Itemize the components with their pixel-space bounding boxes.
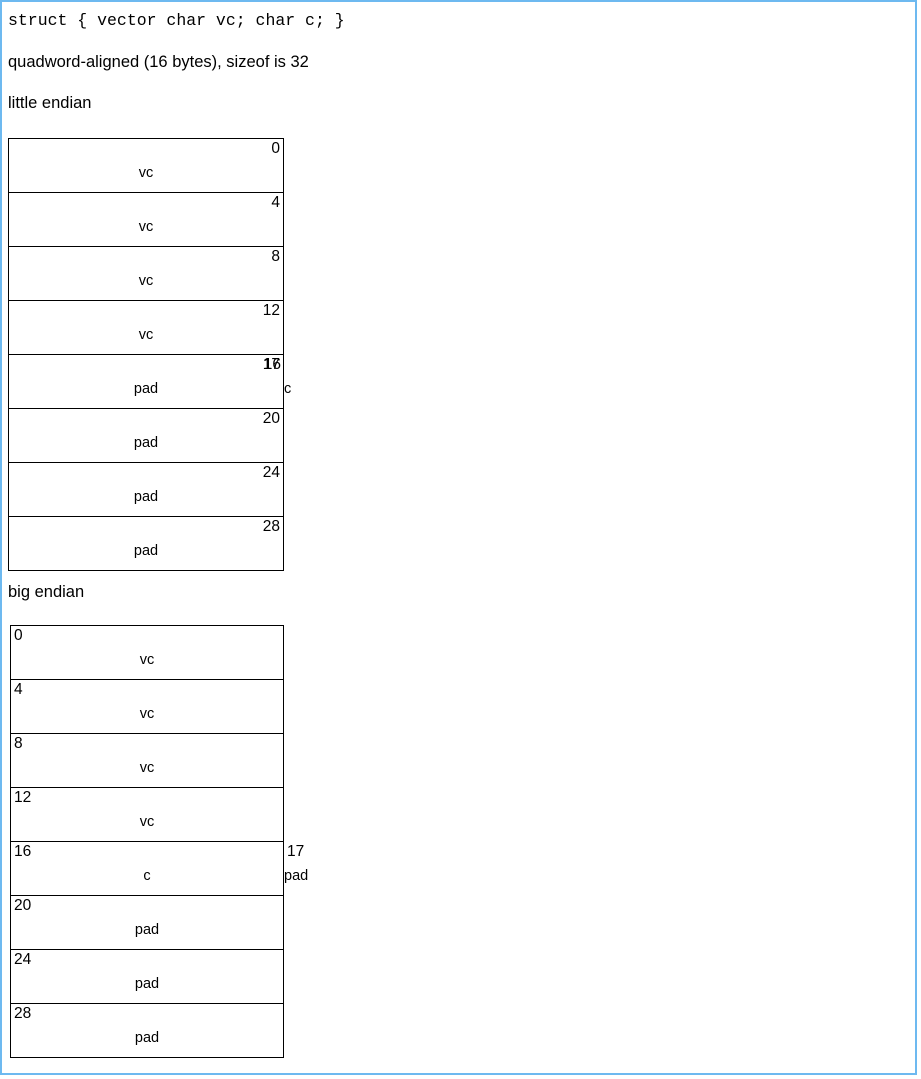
field-name-label: pad	[133, 489, 159, 505]
big_endian-cell-pad: 28 pad	[10, 1003, 284, 1058]
little_endian-cell-vc: 8 vc	[8, 246, 284, 301]
little-endian-label: little endian	[8, 94, 92, 112]
field-name-label: pad	[134, 1030, 160, 1046]
big-endian-table-body: 0 vc 4 vc 8 vc 12 vc 16 c 17 pad 20 pad 24 pad 28 pad	[10, 625, 308, 1058]
alignment-note: quadword-aligned (16 bytes), sizeof is 3…	[8, 53, 309, 71]
big_endian-row: 8 vc	[10, 733, 284, 788]
big_endian-cell-vc: 0 vc	[10, 625, 284, 680]
byte-offset-label: 0	[14, 627, 23, 644]
byte-offset-label: 17	[287, 843, 305, 860]
little_endian-row: 0 vc	[8, 138, 284, 193]
byte-offset-label: 20	[14, 897, 32, 914]
byte-offset-label: 12	[14, 789, 32, 806]
field-name-label: vc	[138, 219, 154, 235]
field-name-label: pad	[134, 976, 160, 992]
big_endian-row: 16 c 17 pad	[10, 841, 308, 896]
field-name-label: vc	[138, 165, 154, 181]
little_endian-cell-vc: 4 vc	[8, 192, 284, 247]
byte-offset-label: 4	[14, 681, 23, 698]
field-name-label: c	[143, 868, 151, 884]
field-name-label: vc	[139, 760, 155, 776]
byte-offset-label: 17	[262, 356, 280, 373]
byte-offset-label: 8	[14, 735, 23, 752]
byte-offset-label: 24	[14, 951, 32, 968]
little_endian-row: 8 vc	[8, 246, 284, 301]
byte-offset-label: 8	[271, 248, 280, 265]
big_endian-row: 28 pad	[10, 1003, 284, 1058]
byte-offset-label: 24	[262, 464, 280, 481]
big_endian-cell-pad: 24 pad	[10, 949, 284, 1004]
byte-offset-label: 28	[262, 518, 280, 535]
field-name-label: vc	[138, 273, 154, 289]
big_endian-cell-vc: 12 vc	[10, 787, 284, 842]
field-name-label: pad	[133, 435, 159, 451]
byte-offset-label: 16	[263, 356, 281, 373]
byte-offset-label: 20	[262, 410, 280, 427]
little_endian-cell-pad: 24 pad	[8, 462, 284, 517]
little_endian-row: 4 vc	[8, 192, 284, 247]
little_endian-row: 20 pad	[8, 408, 284, 463]
little_endian-cell-vc: 12 vc	[8, 300, 284, 355]
little_endian-cell-pad: 20 pad	[8, 408, 284, 463]
field-name-label: pad	[134, 922, 160, 938]
big_endian-cell-pad: 20 pad	[10, 895, 284, 950]
field-name-label: pad	[133, 543, 159, 559]
little_endian-cell-vc: 0 vc	[8, 138, 284, 193]
big_endian-row: 0 vc	[10, 625, 284, 680]
little_endian-row: 12 vc	[8, 300, 284, 355]
big_endian-cell-vc: 4 vc	[10, 679, 284, 734]
little_endian-row: 28 pad	[8, 516, 284, 571]
little_endian-row: 17 pad 16 c	[8, 354, 291, 409]
little-endian-memory-table: 0 vc 4 vc 8 vc 12 vc 17 pad 16 c 20 pad 24 pad 28 pad	[8, 138, 291, 571]
field-name-label: vc	[139, 652, 155, 668]
struct-declaration: struct { vector char vc; char c; }	[8, 11, 345, 30]
big_endian-row: 12 vc	[10, 787, 284, 842]
big_endian-row: 4 vc	[10, 679, 284, 734]
big_endian-row: 24 pad	[10, 949, 284, 1004]
field-name-label: vc	[139, 706, 155, 722]
little_endian-cell-pad: 28 pad	[8, 516, 284, 571]
byte-offset-label: 12	[262, 302, 280, 319]
little_endian-cell-pad: 17 pad	[8, 354, 284, 409]
big-endian-memory-table: 0 vc 4 vc 8 vc 12 vc 16 c 17 pad 20 pad 24 pad 28 pad	[10, 625, 308, 1058]
big-endian-label: big endian	[8, 583, 85, 601]
byte-offset-label: 0	[271, 140, 280, 157]
field-name-label: pad	[133, 381, 159, 397]
little_endian-row: 24 pad	[8, 462, 284, 517]
little-endian-table-body: 0 vc 4 vc 8 vc 12 vc 17 pad 16 c 20 pad 24 pad 28 pad	[8, 138, 291, 571]
big_endian-cell-c: 16 c	[10, 841, 284, 896]
big_endian-cell-vc: 8 vc	[10, 733, 284, 788]
field-name-label: vc	[139, 814, 155, 830]
byte-offset-label: 28	[14, 1005, 32, 1022]
byte-offset-label: 4	[271, 194, 280, 211]
field-name-label: vc	[138, 327, 154, 343]
big_endian-row: 20 pad	[10, 895, 284, 950]
byte-offset-label: 16	[14, 843, 32, 860]
